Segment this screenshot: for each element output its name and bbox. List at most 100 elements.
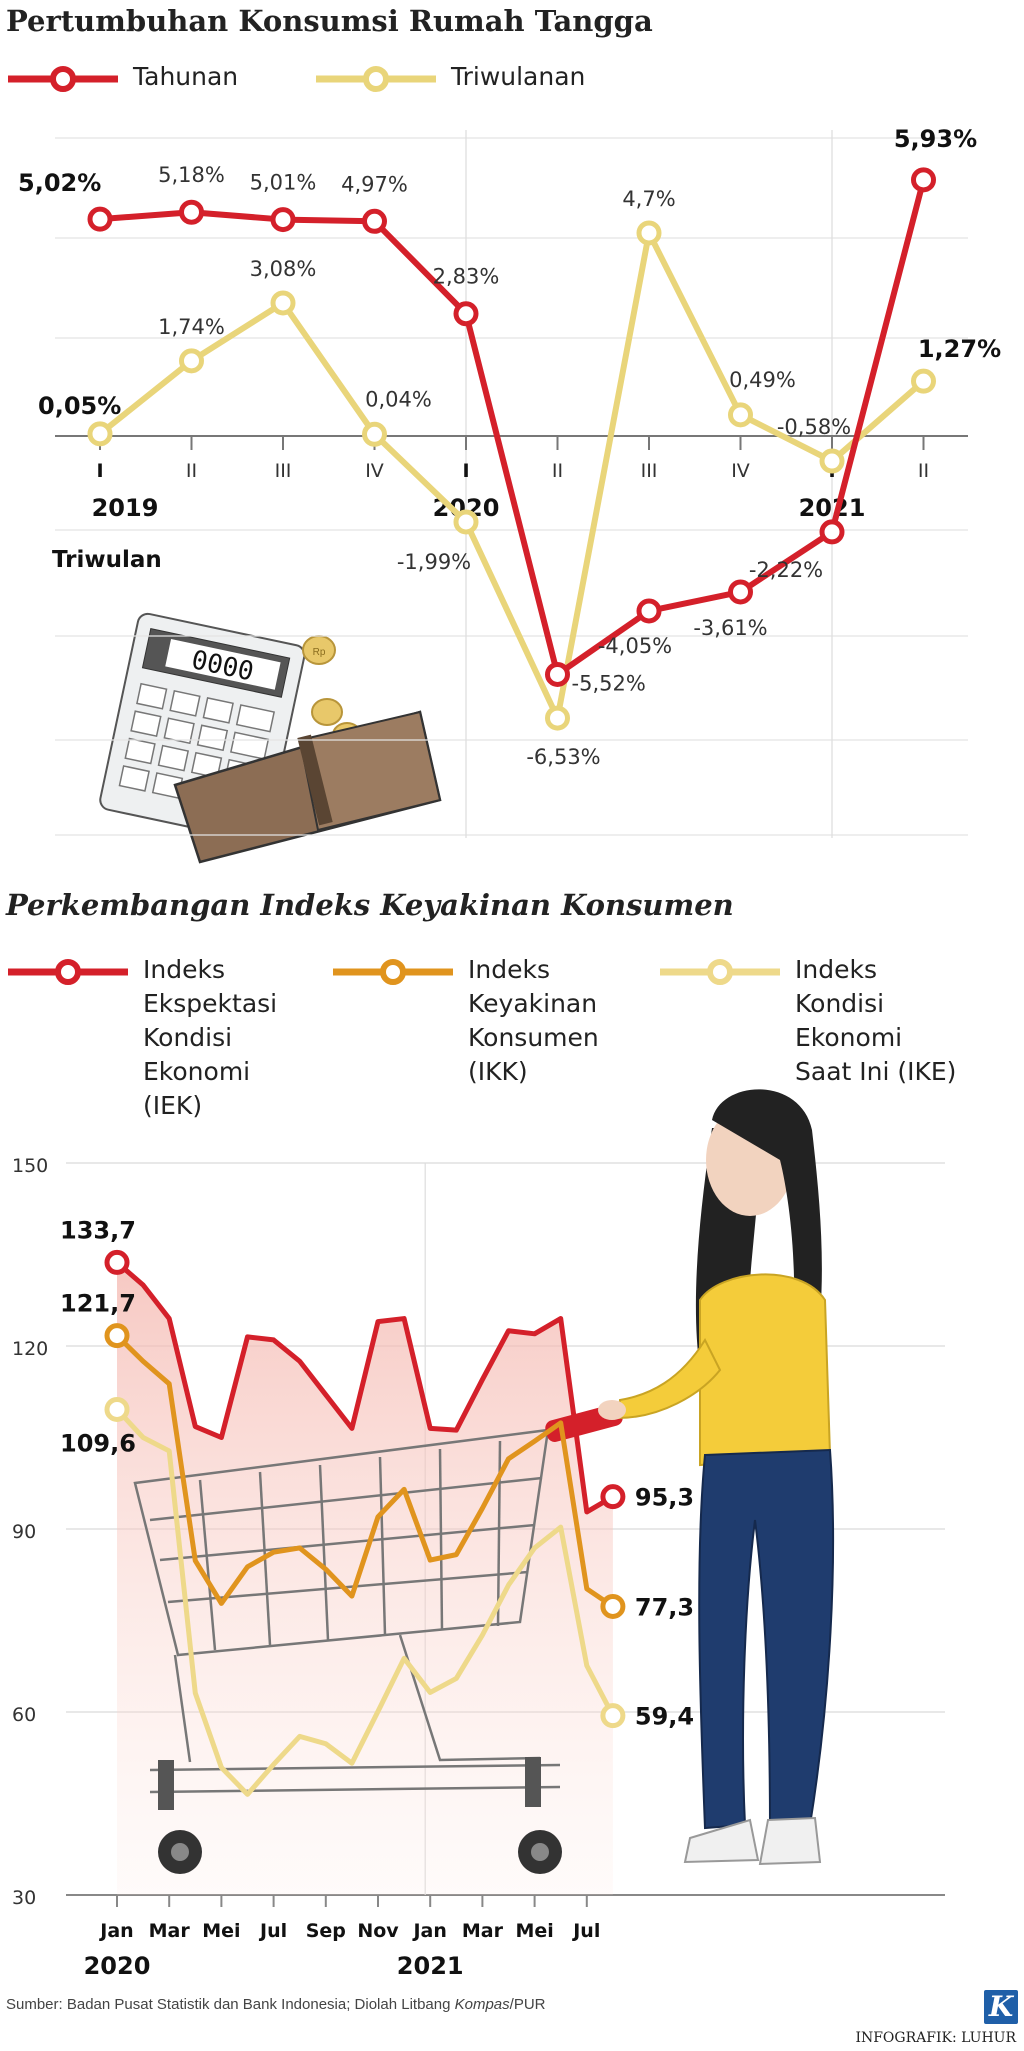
series-point-tahunan	[545, 661, 570, 687]
series-point-first-iek	[104, 1249, 130, 1275]
series-point-last-ike	[600, 1703, 626, 1729]
series-point-last-iek	[600, 1484, 626, 1510]
chart1-axes: IIIIIIIVIIIIIIIVIII201920202021Triwulan	[52, 130, 968, 838]
data-label-triwulanan: 0,04%	[365, 387, 432, 411]
source-prefix: Sumber: Badan Pusat Statistik dan Bank I…	[6, 1996, 455, 2013]
chart2-title: Perkembangan Indeks Keyakinan Konsumen	[6, 888, 734, 922]
legend-ike: Indeks Kondisi Ekonomi Saat Ini (IKE)	[660, 953, 956, 1089]
chart2-axes: 30 60 90 120 150 Jan Mar Mei Jul Sep Nov Jan Mar Mei J…	[12, 1155, 694, 1980]
legend-tahunan-label: Tahunan	[133, 62, 239, 91]
legend-triwulanan-label: Triwulanan	[451, 62, 586, 91]
source-suffix: /PUR	[509, 1996, 546, 2013]
legend-tahunan: Tahunan	[8, 60, 238, 94]
legend-iek-swatch	[8, 959, 128, 985]
series-point-tahunan	[453, 301, 479, 327]
legend-ike-line-1: Indeks	[795, 955, 877, 984]
chart2-x-tick-label: Nov	[357, 1920, 399, 1942]
data-label-triwulanan: -0,58%	[777, 415, 851, 439]
chart1-x-tick-label: IV	[731, 460, 750, 482]
legend-ikk-line-4: (IKK)	[468, 1057, 528, 1086]
data-label-tahunan: -3,61%	[693, 616, 767, 640]
legend-ikk-line-1: Indeks	[468, 955, 550, 984]
data-label-tahunan: -4,05%	[598, 634, 672, 658]
series-line-triwulanan	[98, 229, 926, 722]
series-point-triwulanan	[911, 368, 936, 394]
chart2-year-label: 2020	[84, 1952, 151, 1980]
chart1-x-tick-label: III	[641, 460, 658, 482]
data-label-tahunan: 4,97%	[341, 172, 408, 196]
data-label-triwulanan: -1,99%	[397, 550, 471, 574]
data-label-last-ikk: 77,3	[635, 1593, 694, 1621]
chart2-y-tick-label: 120	[12, 1338, 48, 1360]
chart2-x-tick-label: Mei	[515, 1920, 553, 1942]
data-label-tahunan: 5,93%	[894, 125, 977, 153]
chart2-y-tick-label: 150	[12, 1155, 48, 1177]
chart2-x-tick-label: Jan	[411, 1920, 446, 1942]
series-line-iek	[115, 1260, 615, 1515]
chart1-x-tick-label: III	[275, 460, 292, 482]
legend-ikk-line-2: Keyakinan	[468, 989, 598, 1018]
series-point-tahunan	[87, 206, 113, 232]
data-label-tahunan: -5,52%	[572, 671, 646, 695]
series-point-triwulanan	[545, 705, 570, 731]
calculator-wallet-illustration: 0000 Rp	[99, 612, 442, 864]
data-label-tahunan: 5,02%	[18, 169, 101, 197]
series-point-first-ike	[104, 1396, 130, 1422]
series-point-triwulanan	[179, 348, 204, 374]
series-point-triwulanan	[636, 220, 662, 246]
chart2-x-tick-label: Mei	[202, 1920, 240, 1942]
legend-triwulanan: Triwulanan	[316, 60, 585, 94]
legend-iek-line-2: Ekspektasi	[143, 989, 278, 1018]
legend-ike-line-4: Saat Ini (IKE)	[795, 1057, 957, 1086]
chart1-year-label: 2019	[92, 494, 159, 522]
infographic-credit: INFOGRAFIK: LUHUR	[855, 2030, 1016, 2046]
chart2-x-tick-label: Mar	[462, 1920, 504, 1942]
legend-ikk-swatch	[333, 959, 453, 985]
series-line-ike	[115, 1407, 616, 1797]
chart2-x-tick-label: Mar	[149, 1920, 191, 1942]
series-point-triwulanan	[87, 421, 113, 447]
series-point-last-ikk	[600, 1593, 626, 1619]
series-point-first-ikk	[104, 1323, 130, 1349]
legend-ikk: Indeks Keyakinan Konsumen (IKK)	[333, 953, 599, 1089]
chart2-plot: 30 60 90 120 150 Jan Mar Mei Jul Sep Nov Jan Mar Mei J…	[12, 1089, 945, 1980]
data-label-triwulanan: -6,53%	[526, 745, 600, 769]
chart2-y-tick-label: 30	[12, 1887, 36, 1909]
chart1-year-label: 2021	[799, 494, 866, 522]
legend-iek-line-1: Indeks	[143, 955, 225, 984]
chart2-series	[104, 1249, 626, 1797]
data-label-first-iek: 133,7	[60, 1216, 136, 1244]
chart1-x-axis-label: Triwulan	[52, 547, 162, 573]
chart1-x-tick-label: I	[462, 460, 469, 482]
chart2-x-tick-label: Jul	[258, 1920, 287, 1942]
data-label-tahunan: 2,83%	[433, 265, 500, 289]
legend-ike-line-3: Ekonomi	[795, 1023, 903, 1052]
chart1-x-tick-label: II	[186, 460, 197, 482]
data-label-triwulanan: 3,08%	[250, 257, 317, 281]
data-label-last-ike: 59,4	[635, 1703, 694, 1731]
data-label-first-ike: 109,6	[60, 1429, 136, 1457]
chart2-y-tick-label: 60	[12, 1704, 36, 1726]
data-label-triwulanan: 0,49%	[729, 368, 796, 392]
chart2-x-tick-label: Jan	[98, 1920, 133, 1942]
legend-ike-swatch	[660, 959, 780, 985]
legend-ikk-line-3: Konsumen	[468, 1023, 599, 1052]
series-point-triwulanan	[453, 509, 479, 535]
legend-iek: Indeks Ekspektasi Kondisi Ekonomi (IEK)	[8, 953, 277, 1123]
data-label-triwulanan: 1,27%	[918, 335, 1001, 363]
legend-ike-line-2: Kondisi	[795, 989, 885, 1018]
chart1-x-tick-label: I	[96, 460, 103, 482]
series-point-triwulanan	[728, 402, 753, 428]
chart1-x-tick-label: IV	[365, 460, 384, 482]
legend-iek-line-3: Kondisi	[143, 1023, 233, 1052]
series-line-ikk	[115, 1333, 615, 1609]
series-point-tahunan	[362, 208, 387, 234]
kompas-logo: K	[984, 1990, 1018, 2024]
chart1-x-tick-label: II	[918, 460, 929, 482]
data-label-last-iek: 95,3	[635, 1484, 694, 1512]
series-point-tahunan	[728, 579, 753, 605]
legend-iek-line-4: Ekonomi	[143, 1057, 251, 1086]
legend-tahunan-swatch	[8, 66, 118, 92]
legend-triwulanan-swatch	[316, 66, 436, 92]
source-italic: Kompas	[454, 1996, 510, 2013]
